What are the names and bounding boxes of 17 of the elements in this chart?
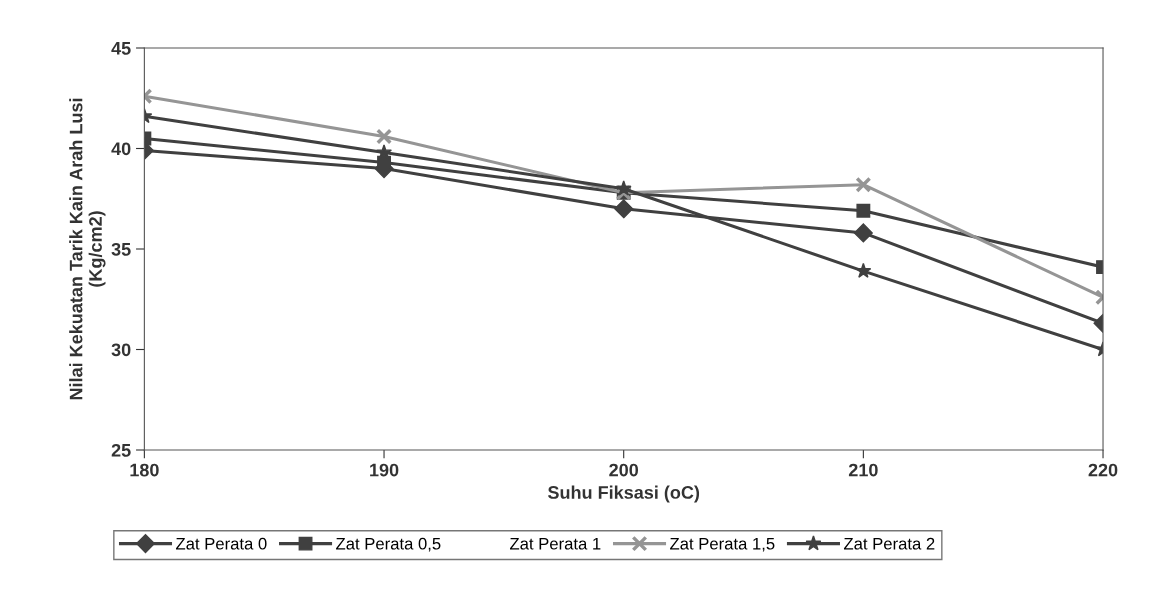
- x-tick-label: 200: [609, 463, 639, 477]
- legend-label: Zat Perata 0: [176, 537, 267, 550]
- x-tick-label: 220: [1088, 463, 1118, 477]
- x-tick-label: 180: [130, 463, 159, 477]
- text: Zat Perata 1: [510, 537, 601, 550]
- legend-label: Zat Perata 0,5: [336, 537, 441, 552]
- legend-label: Zat Perata 2: [843, 537, 935, 550]
- y-tick-label: 30: [111, 343, 131, 357]
- x-tick-label: 210: [848, 463, 878, 477]
- x-axis-title: Suhu Fiksasi (oC): [547, 485, 700, 503]
- y-tick-label: 40: [111, 142, 131, 156]
- x-tick-label: 190: [370, 463, 399, 477]
- y-tick-label: 25: [111, 443, 131, 457]
- legend-label: Zat Perata 1,5: [670, 537, 775, 552]
- y-axis-title: Nilai Kekuatan Tarik Kain Arah Lusi (Kg/cm2): [69, 98, 106, 400]
- y-tick-label: 45: [111, 42, 131, 55]
- y-tick-label: 35: [111, 242, 131, 256]
